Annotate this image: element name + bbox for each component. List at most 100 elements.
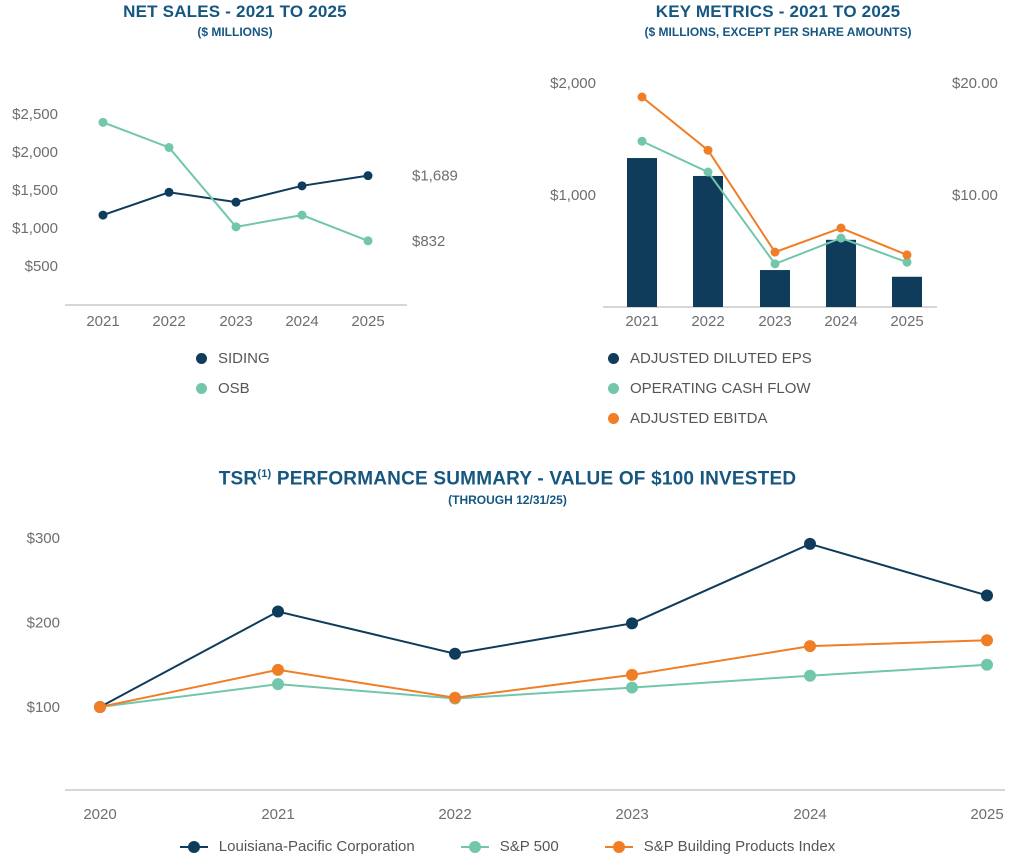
series-line-siding (102, 174, 369, 217)
legend-item-s-p-building-products-index: S&P Building Products Index (604, 838, 836, 855)
series-end-value-label: $1,689 (412, 168, 458, 185)
key-metrics-legend: ADJUSTED DILUTED EPS OPERATING CASH FLOW A… (608, 350, 812, 427)
data-point-siding (231, 197, 241, 207)
data-point-siding (363, 171, 373, 181)
tsr-subtitle: (THROUGH 12/31/25) (448, 493, 567, 508)
legend-item-adjusted-ebitda: ADJUSTED EBITDA (608, 410, 812, 427)
legend-marker-icon (608, 353, 619, 364)
data-point-louisiana-pacific-corporation (804, 537, 816, 550)
legend-dot (468, 840, 481, 853)
y-axis-tick: $200 (27, 615, 60, 632)
data-point-siding (297, 181, 307, 191)
data-point-adjusted-ebitda (637, 92, 647, 102)
x-axis-tick: 2021 (86, 313, 119, 330)
legend-label: S&P 500 (499, 838, 559, 855)
y-axis-tick: $300 (27, 530, 60, 547)
legend-item-siding: SIDING (196, 350, 270, 367)
data-point-louisiana-pacific-corporation (449, 647, 461, 660)
series-line-operating-cash-flow (641, 140, 908, 266)
y-axis-tick-right: $10.00 (952, 187, 998, 204)
data-point-s-p-500 (981, 658, 993, 671)
data-point-siding (164, 187, 174, 197)
x-axis-tick: 2023 (615, 806, 648, 823)
series-line-louisiana-pacific-corporation (99, 542, 988, 708)
tsr-chart-card: TSR(1) PERFORMANCE SUMMARY - VALUE OF $1… (0, 460, 1015, 860)
y-axis-tick: $100 (27, 699, 60, 716)
legend-marker-icon (196, 353, 207, 364)
legend-item-adjusted-diluted-eps: ADJUSTED DILUTED EPS (608, 350, 812, 367)
legend-marker-icon (460, 840, 489, 853)
tsr-title: TSR(1) PERFORMANCE SUMMARY - VALUE OF $1… (0, 468, 1015, 490)
data-point-operating-cash-flow (902, 257, 912, 267)
data-point-osb (164, 142, 174, 152)
y-axis-tick: $2,500 (12, 106, 58, 123)
y-axis-tick-left: $2,000 (550, 75, 596, 92)
data-point-osb (297, 210, 307, 220)
data-point-s-p-building-products-index (804, 640, 816, 653)
x-axis-tick: 2022 (438, 806, 471, 823)
x-axis-tick: 2025 (970, 806, 1003, 823)
x-axis-tick: 2020 (83, 806, 116, 823)
net-sales-plot-canvas: $2,500 $2,000 $1,500 $1,000 $500 2021 2022 2023… (12, 106, 458, 330)
data-point-adjusted-ebitda (836, 223, 846, 233)
x-axis-tick: 2022 (152, 313, 185, 330)
data-point-osb (98, 117, 108, 127)
legend-marker-icon (608, 383, 619, 394)
x-axis-tick: 2025 (351, 313, 384, 330)
x-axis-tick: 2025 (890, 313, 923, 330)
y-axis-tick: $1,000 (12, 220, 58, 237)
data-point-s-p-500 (626, 681, 638, 694)
key-metrics-chart-card: KEY METRICS - 2021 TO 2025 ($ MILLIONS, … (500, 0, 1015, 445)
series-line-s-p-500 (99, 663, 988, 708)
x-axis-tick: 2021 (261, 806, 294, 823)
net-sales-title: NET SALES - 2021 TO 2025 (123, 2, 347, 21)
legend-item-osb: OSB (196, 380, 270, 397)
legend-label: S&P Building Products Index (643, 838, 836, 855)
data-point-operating-cash-flow (637, 136, 647, 146)
data-point-s-p-building-products-index (981, 634, 993, 647)
legend-item-operating-cash-flow: OPERATING CASH FLOW (608, 380, 812, 397)
key-metrics-title: KEY METRICS - 2021 TO 2025 (655, 2, 901, 21)
data-point-s-p-500 (804, 669, 816, 682)
x-axis-tick: 2021 (625, 313, 658, 330)
data-point-louisiana-pacific-corporation (626, 617, 638, 630)
tsr-legend: Louisiana-Pacific Corporation S&P 500 S&P … (0, 838, 1015, 855)
net-sales-chart-card: NET SALES - 2021 TO 2025 ($ MILLIONS) $2… (0, 0, 470, 440)
tsr-footnote-marker: (1) (257, 468, 272, 480)
data-point-operating-cash-flow (770, 259, 780, 269)
y-axis-tick: $2,000 (12, 144, 58, 161)
legend-item-s-p-500: S&P 500 (460, 838, 559, 855)
legend-label: ADJUSTED EBITDA (630, 410, 768, 427)
data-point-s-p-500 (272, 678, 284, 691)
data-point-osb (363, 236, 373, 246)
net-sales-legend: SIDING OSB (196, 350, 270, 397)
legend-dot (187, 840, 200, 853)
y-axis-tick: $1,500 (12, 182, 58, 199)
key-metrics-subtitle: ($ MILLIONS, EXCEPT PER SHARE AMOUNTS) (644, 25, 912, 39)
series-line-s-p-building-products-index (99, 639, 988, 708)
series-end-value-label: $832 (412, 233, 445, 250)
legend-label: ADJUSTED DILUTED EPS (630, 350, 812, 367)
bar-adjusted-diluted-eps-2023 (760, 270, 790, 307)
tsr-title-prefix: TSR (218, 468, 258, 490)
x-axis-tick: 2024 (285, 313, 318, 330)
data-point-s-p-building-products-index (272, 663, 284, 676)
legend-marker-icon (608, 413, 619, 424)
net-sales-subtitle: ($ MILLIONS) (197, 25, 273, 39)
bar-adjusted-diluted-eps-2025 (892, 276, 922, 307)
key-metrics-plot-canvas: $2,000 $1,000 $20.00 $10.00 2021 2022 2023 2024… (550, 75, 998, 330)
x-axis-tick: 2023 (219, 313, 252, 330)
data-point-adjusted-ebitda (770, 247, 780, 257)
tsr-title-rest: PERFORMANCE SUMMARY - VALUE OF $100 INVE… (271, 468, 797, 490)
data-point-s-p-building-products-index (626, 668, 638, 681)
legend-marker-icon (604, 840, 633, 853)
legend-dot (612, 840, 625, 853)
data-point-operating-cash-flow (836, 233, 846, 243)
legend-label: OSB (218, 380, 250, 397)
data-point-adjusted-ebitda (902, 250, 912, 260)
x-axis-tick: 2024 (793, 806, 826, 823)
x-axis-tick: 2024 (824, 313, 857, 330)
y-axis-tick-right: $20.00 (952, 75, 998, 92)
data-point-s-p-building-products-index (449, 691, 461, 704)
